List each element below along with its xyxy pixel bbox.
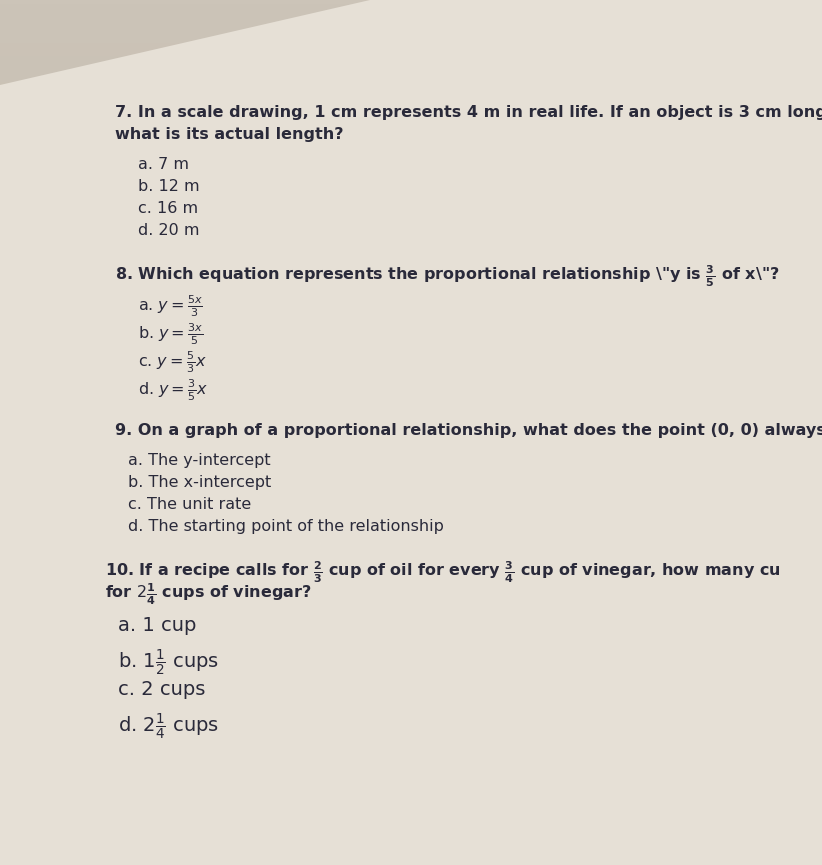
Text: c. 16 m: c. 16 m bbox=[138, 201, 198, 216]
Text: c. 2 cups: c. 2 cups bbox=[118, 680, 206, 699]
Text: what is its actual length?: what is its actual length? bbox=[115, 127, 344, 142]
Text: for $2\mathregular{\frac{1}{4}}$ cups of vinegar?: for $2\mathregular{\frac{1}{4}}$ cups of… bbox=[105, 581, 312, 606]
Text: 8. Which equation represents the proportional relationship \"y is $\mathregular{: 8. Which equation represents the proport… bbox=[115, 263, 779, 289]
Text: d. $y = \frac{3}{5}x$: d. $y = \frac{3}{5}x$ bbox=[138, 377, 208, 403]
Text: b. The x-intercept: b. The x-intercept bbox=[128, 475, 271, 490]
Text: a. 7 m: a. 7 m bbox=[138, 157, 189, 172]
Text: b. $y = \frac{3x}{5}$: b. $y = \frac{3x}{5}$ bbox=[138, 321, 203, 347]
Text: b. 12 m: b. 12 m bbox=[138, 179, 200, 194]
Text: b. $1\mathregular{\frac{1}{2}}$ cups: b. $1\mathregular{\frac{1}{2}}$ cups bbox=[118, 648, 219, 678]
Text: d. 20 m: d. 20 m bbox=[138, 223, 200, 238]
Text: a. 1 cup: a. 1 cup bbox=[118, 616, 196, 635]
Text: 9. On a graph of a proportional relationship, what does the point (0, 0) always: 9. On a graph of a proportional relation… bbox=[115, 423, 822, 438]
Text: 10. If a recipe calls for $\mathregular{\frac{2}{3}}$ cup of oil for every $\mat: 10. If a recipe calls for $\mathregular{… bbox=[105, 559, 781, 585]
Text: d. $2\mathregular{\frac{1}{4}}$ cups: d. $2\mathregular{\frac{1}{4}}$ cups bbox=[118, 712, 219, 742]
Text: a. $y = \frac{5x}{3}$: a. $y = \frac{5x}{3}$ bbox=[138, 293, 203, 319]
Text: c. The unit rate: c. The unit rate bbox=[128, 497, 252, 512]
Text: 7. In a scale drawing, 1 cm represents 4 m in real life. If an object is 3 cm lo: 7. In a scale drawing, 1 cm represents 4… bbox=[115, 105, 822, 120]
Text: c. $y = \frac{5}{3}x$: c. $y = \frac{5}{3}x$ bbox=[138, 349, 207, 375]
Text: a. The y-intercept: a. The y-intercept bbox=[128, 453, 270, 468]
Text: d. The starting point of the relationship: d. The starting point of the relationshi… bbox=[128, 519, 444, 534]
